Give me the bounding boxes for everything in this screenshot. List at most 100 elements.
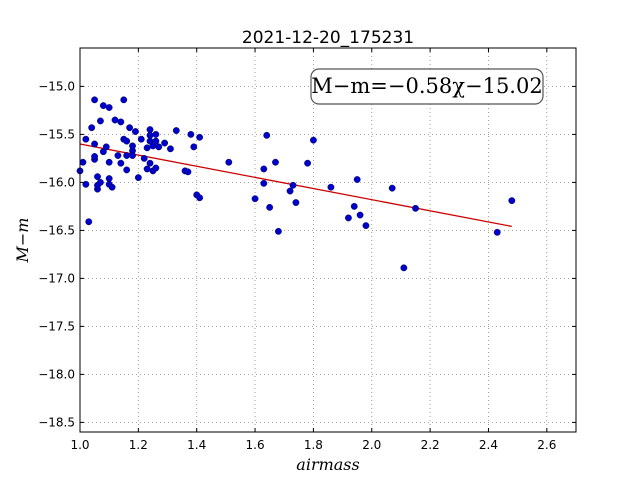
data-point (353, 176, 361, 183)
data-point (388, 184, 396, 192)
data-point (187, 130, 195, 138)
data-point (105, 158, 113, 166)
data-point (123, 166, 131, 174)
data-point (266, 203, 274, 211)
data-point (167, 145, 174, 153)
x-tick-label: 1.4 (187, 438, 206, 452)
data-point (184, 168, 192, 176)
data-point (292, 199, 300, 206)
y-tick-label: −15.0 (38, 79, 75, 93)
data-point (146, 131, 154, 139)
data-point (91, 153, 98, 160)
data-point (117, 118, 125, 126)
y-tick-label: −17.5 (38, 319, 75, 333)
data-point (143, 144, 151, 152)
data-point (412, 204, 419, 212)
data-point (143, 165, 151, 173)
data-point (304, 159, 311, 167)
data-point (263, 131, 271, 139)
data-point (114, 152, 122, 159)
data-point (108, 183, 116, 191)
data-point (272, 158, 279, 166)
data-point (126, 124, 134, 132)
data-point (91, 140, 98, 148)
data-point (85, 218, 93, 226)
data-point (310, 136, 317, 144)
x-axis-label: airmass (296, 455, 359, 474)
data-point (190, 143, 198, 151)
data-point (146, 159, 154, 167)
x-tick-label: 2.6 (537, 438, 556, 452)
x-tick-label: 2.0 (362, 438, 381, 452)
y-axis-ticks: −15.0 −15.5 −16.0 −16.5 −17.0 −17.5 −18.0 −18.5 (38, 79, 576, 429)
data-point (274, 227, 282, 235)
y-tick-label: −18.0 (38, 367, 75, 381)
data-point (251, 195, 259, 203)
y-tick-label: −16.5 (38, 223, 75, 237)
data-points (76, 96, 516, 272)
data-point (102, 143, 110, 151)
y-tick-label: −18.5 (38, 415, 75, 429)
grid-lines (79, 48, 576, 432)
data-point (161, 139, 169, 147)
data-point (134, 174, 142, 182)
data-point (97, 117, 104, 125)
x-tick-label: 1.2 (129, 438, 148, 452)
data-point (327, 183, 335, 191)
x-tick-label: 1.6 (246, 438, 265, 452)
data-point (196, 133, 204, 141)
data-point (172, 127, 180, 134)
data-point (137, 135, 145, 143)
data-point (152, 137, 160, 145)
data-point (345, 214, 352, 222)
data-point (132, 128, 139, 135)
data-point (123, 152, 131, 159)
data-point (362, 222, 370, 230)
x-tick-label: 1.0 (70, 438, 89, 452)
data-point (111, 116, 119, 124)
data-point (260, 179, 268, 187)
data-point (140, 154, 148, 162)
data-point (82, 135, 90, 143)
data-point (117, 159, 125, 167)
chart-title: 2021-12-20_175231 (242, 28, 414, 48)
data-point (289, 181, 297, 189)
data-point (152, 164, 160, 172)
equation-text: M−m=−0.58χ−15.02 (311, 74, 542, 98)
data-point (99, 102, 107, 110)
data-point (82, 180, 90, 188)
data-point (286, 187, 294, 195)
plot-frame (79, 47, 577, 433)
data-point (97, 178, 104, 186)
x-tick-label: 2.2 (421, 438, 440, 452)
data-point (105, 175, 113, 182)
data-point (493, 228, 501, 236)
data-point (508, 197, 516, 205)
plot-area (80, 48, 576, 432)
data-point (356, 211, 364, 219)
y-axis-label: M−m (13, 218, 32, 264)
data-point (105, 104, 113, 111)
data-point (196, 194, 204, 202)
x-tick-label: 1.8 (304, 438, 323, 452)
y-tick-label: −17.0 (38, 271, 75, 285)
y-tick-label: −16.0 (38, 175, 75, 189)
data-point (400, 264, 408, 272)
x-tick-label: 2.4 (479, 438, 498, 452)
x-axis-ticks: 1.0 1.2 1.4 1.6 1.8 2.0 2.2 2.4 2.6 (70, 48, 556, 452)
data-point (350, 202, 358, 210)
data-point (123, 137, 131, 145)
data-point (91, 96, 98, 104)
data-point (88, 124, 96, 132)
data-point (129, 152, 136, 159)
data-point (155, 143, 163, 151)
data-point (94, 173, 101, 181)
data-point (225, 158, 233, 166)
data-point (120, 96, 128, 104)
data-point (146, 126, 154, 134)
y-tick-label: −15.5 (38, 127, 75, 141)
data-point (152, 130, 160, 138)
data-point (129, 142, 136, 150)
equation-box: M−m=−0.58χ−15.02 (310, 68, 544, 105)
